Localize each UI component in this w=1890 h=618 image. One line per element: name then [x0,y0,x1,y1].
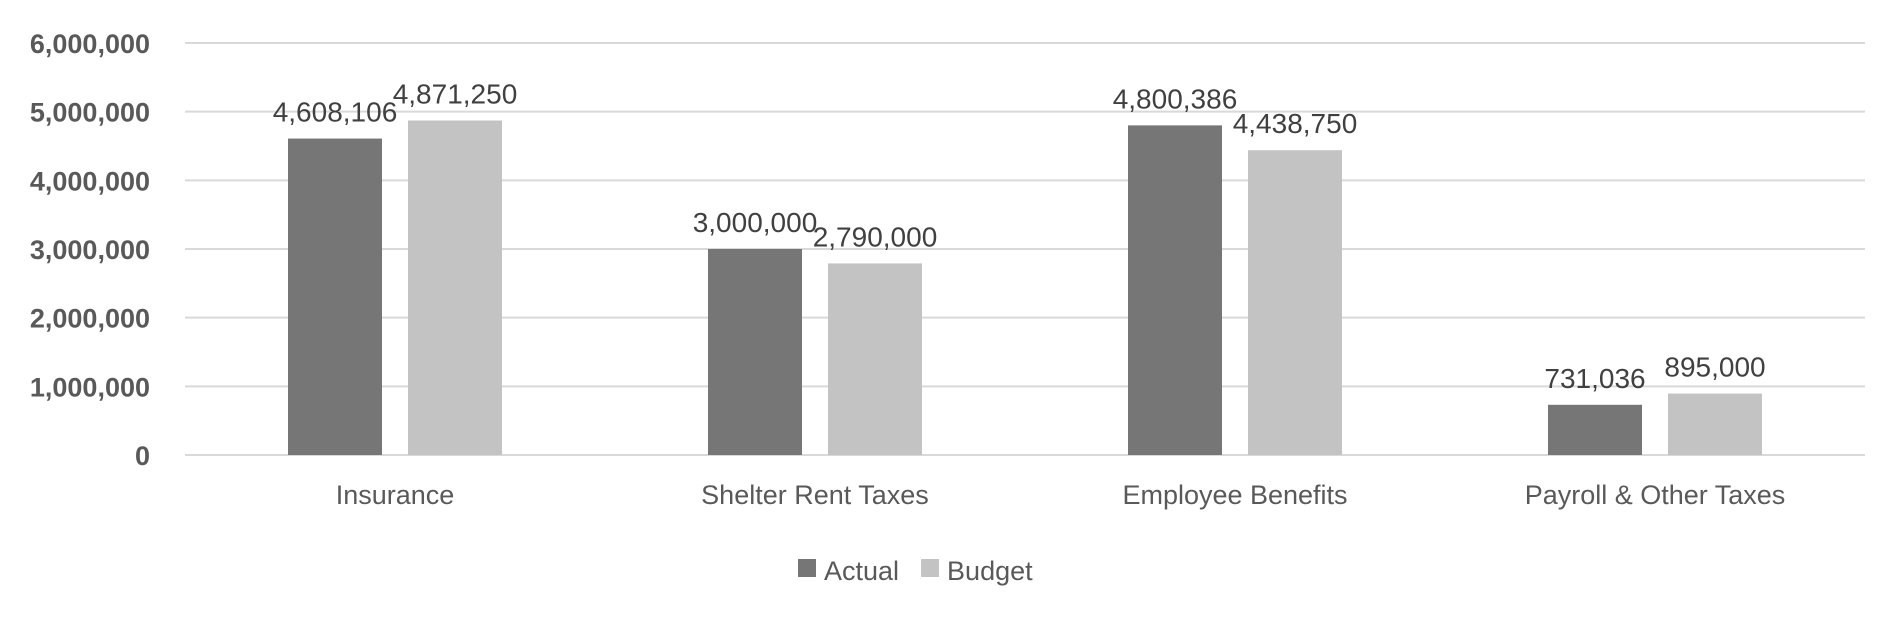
x-tick-label: Payroll & Other Taxes [1525,480,1786,510]
bars [288,120,1762,456]
legend-label-actual: Actual [824,556,899,586]
x-tick-label: Insurance [336,480,455,510]
data-label-actual-1: 3,000,000 [693,207,818,238]
data-label-actual-3: 731,036 [1544,363,1645,394]
data-label-actual-2: 4,800,386 [1113,83,1238,114]
y-tick-label: 5,000,000 [30,98,150,128]
data-label-actual-0: 4,608,106 [273,97,398,128]
data-label-budget-0: 4,871,250 [393,79,518,110]
y-axis-ticks: 0 1,000,000 2,000,000 3,000,000 4,000,000 5,0… [30,29,150,471]
data-label-budget-3: 895,000 [1664,352,1765,383]
bar-budget-0 [408,120,502,455]
y-tick-label: 0 [135,441,150,471]
y-tick-label: 3,000,000 [30,235,150,265]
data-label-budget-1: 2,790,000 [813,221,938,252]
y-tick-label: 2,000,000 [30,304,150,334]
legend-label-budget: Budget [947,556,1033,586]
y-tick-label: 4,000,000 [30,166,150,196]
bar-budget-3 [1668,393,1762,455]
x-tick-label: Shelter Rent Taxes [701,480,929,510]
bar-actual-1 [708,249,802,455]
bar-actual-0 [288,138,382,455]
y-tick-label: 6,000,000 [30,29,150,59]
bar-budget-1 [828,263,922,455]
bar-actual-3 [1548,404,1642,455]
legend: Actual Budget [798,556,1033,586]
bar-budget-2 [1248,150,1342,456]
legend-swatch-actual [798,559,816,577]
legend-swatch-budget [921,559,940,577]
x-axis-ticks: Insurance Shelter Rent Taxes Employee Bene… [336,480,1786,510]
data-label-budget-2: 4,438,750 [1233,108,1358,139]
y-tick-label: 1,000,000 [30,372,150,402]
x-tick-label: Employee Benefits [1122,480,1347,510]
bar-actual-2 [1128,125,1222,455]
